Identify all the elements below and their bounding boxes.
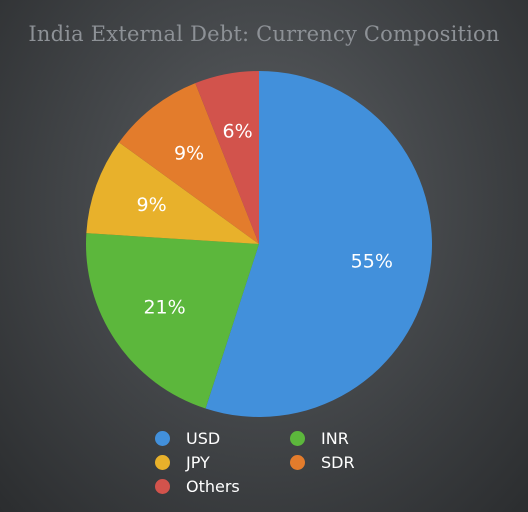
legend-item-usd: USD [155,427,220,449]
legend-label-inr: INR [321,428,349,448]
legend-swatch-others [155,478,170,494]
pie-slice-others [195,71,259,244]
slice-label-inr: 21% [143,297,185,319]
pie-slice-usd [205,71,433,418]
legend-swatch-usd [155,430,170,446]
legend-label-others: Others [186,476,240,496]
legend-label-sdr: SDR [321,452,355,472]
legend-item-inr: INR [290,427,349,449]
legend-item-others: Others [155,475,240,497]
legend-swatch-sdr [290,454,305,470]
slice-label-usd: 55% [351,250,393,272]
pie-slice-jpy [86,142,260,244]
legend-item-sdr: SDR [290,451,355,473]
slice-label-jpy: 9% [136,194,166,216]
legend-label-usd: USD [186,428,221,448]
chart-title: India External Debt: Currency Compositio… [28,22,500,46]
pie-slices [86,71,433,418]
legend-swatch-inr [290,430,305,446]
pie-slice-labels: 55% 21% 9% 9% 6% [136,120,392,318]
slice-label-sdr: 9% [174,142,204,164]
slice-label-others: 6% [223,120,253,142]
pie-slice-sdr [119,83,259,244]
legend-label-jpy: JPY [186,452,210,472]
legend-swatch-jpy [155,454,170,470]
pie-slice-inr [86,233,259,409]
legend-item-jpy: JPY [155,451,210,473]
